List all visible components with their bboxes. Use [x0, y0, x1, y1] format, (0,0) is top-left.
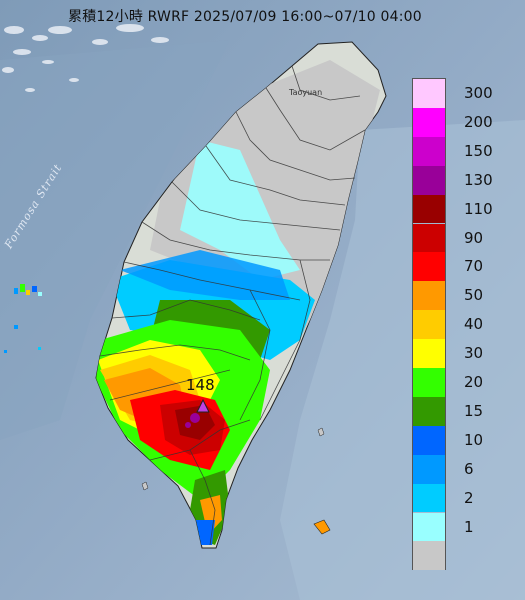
cloud-patches — [2, 24, 169, 92]
legend-swatch — [413, 541, 445, 571]
legend-swatch — [413, 512, 445, 542]
legend-swatch — [413, 396, 445, 426]
legend-label: 6 — [464, 459, 474, 478]
legend-swatch — [413, 425, 445, 455]
rainfall-legend — [412, 78, 446, 571]
legend-swatch — [413, 165, 445, 195]
legend-label: 110 — [464, 199, 493, 218]
map-title: 累積12小時 RWRF 2025/07/09 16:00~07/10 04:00 — [68, 9, 422, 25]
legend-swatch — [413, 79, 445, 108]
legend-label: 50 — [464, 286, 484, 305]
legend-label: 300 — [464, 84, 493, 102]
legend-swatch — [413, 252, 445, 282]
legend-swatch — [413, 368, 445, 397]
legend-swatch — [413, 223, 445, 253]
legend-swatch — [413, 339, 445, 368]
legend-label: 30 — [464, 344, 484, 363]
offshore-islands — [4, 284, 331, 535]
legend-label: 10 — [464, 430, 484, 449]
legend-label: 200 — [464, 112, 493, 131]
legend-label: 2 — [464, 488, 474, 507]
legend-swatch — [413, 483, 445, 513]
legend-swatch — [413, 107, 445, 137]
west-shelf — [0, 40, 230, 440]
legend-label: 90 — [464, 228, 484, 247]
legend-label: 40 — [464, 315, 484, 334]
legend-swatch — [413, 454, 445, 484]
legend-label: 70 — [464, 257, 484, 276]
east-sea-shelf — [280, 120, 525, 600]
legend-swatch — [413, 136, 445, 166]
legend-label: 130 — [464, 170, 493, 189]
legend-swatch — [413, 281, 445, 311]
legend-swatch — [413, 310, 445, 340]
legend-label: 15 — [464, 401, 484, 420]
city-label: Taoyuan — [289, 88, 323, 97]
legend-swatch — [413, 194, 445, 224]
legend-label: 150 — [464, 141, 493, 160]
legend-label: 20 — [464, 373, 484, 391]
county-boundaries — [99, 65, 366, 546]
legend-label: 1 — [464, 517, 474, 536]
rainfall-overlay — [96, 60, 380, 545]
peak-value-label: 148 — [186, 376, 215, 394]
triangle-marker-icon — [196, 398, 210, 413]
